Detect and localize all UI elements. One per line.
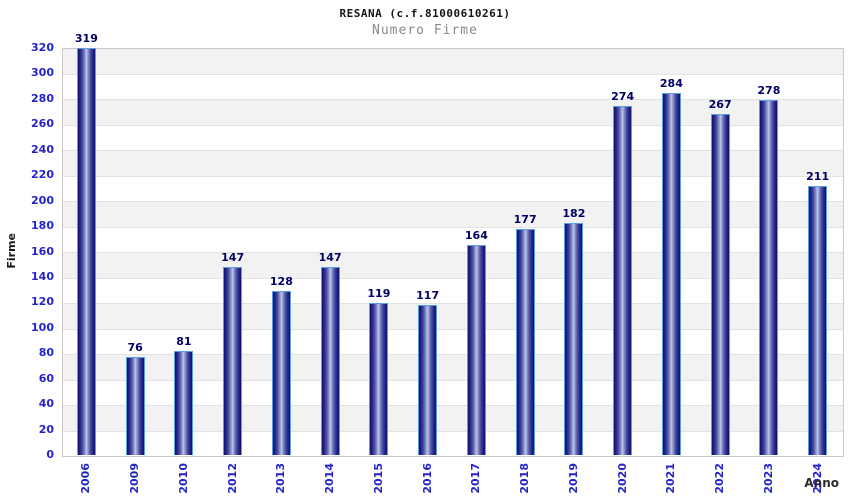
chart-title: RESANA (c.f.81000610261): [339, 7, 511, 20]
bar-2024: 211: [806, 170, 829, 455]
bar-2014: 147: [319, 251, 342, 455]
x-tick-label: 2023: [761, 463, 775, 494]
x-tick-label: 2021: [664, 463, 678, 494]
x-axis-title: Anno: [804, 476, 839, 490]
x-tick-label: 2018: [518, 463, 532, 494]
y-tick-label: 140: [31, 269, 54, 283]
x-tick-label: 2022: [713, 463, 727, 494]
y-tick-label: 200: [31, 193, 54, 207]
bar-value-label: 278: [757, 84, 781, 98]
bar-2021: 284: [660, 77, 683, 455]
bar-2020: 274: [611, 90, 634, 455]
bar-value-label: 128: [269, 275, 293, 289]
y-axis-tick-labels: 0 20 40 60 80 100 120 140 160 180 200 220 240 260 280 3…: [0, 41, 54, 461]
y-tick-label: 120: [31, 295, 54, 309]
bar-value-label: 164: [464, 229, 488, 243]
bar-2009: 76: [125, 341, 145, 455]
bar-value-label: 117: [416, 289, 440, 303]
bar-2023: 278: [757, 84, 780, 455]
bar-value-label: 119: [367, 286, 391, 300]
bar-value-label: 284: [659, 76, 683, 90]
x-axis-tick-labels: 2006 2009 2010 2012 2013 2014 2015 2016 2017 2018…: [62, 461, 842, 500]
y-tick-label: 220: [31, 168, 54, 182]
bar-2017: 164: [465, 229, 488, 455]
x-tick-label: 2010: [176, 463, 190, 494]
bar-value-label: 81: [176, 334, 192, 348]
y-tick-label: 20: [38, 422, 54, 436]
bar-2013: 128: [270, 275, 293, 455]
x-tick-label: 2019: [566, 463, 580, 494]
bar-2016: 117: [416, 289, 439, 455]
x-tick-label: 2015: [371, 463, 385, 494]
x-tick-label: 2012: [225, 463, 239, 494]
x-tick-label: 2013: [274, 463, 288, 494]
y-tick-label: 100: [31, 320, 54, 334]
bar-value-label: 147: [221, 251, 245, 265]
x-tick-label: 2006: [79, 463, 93, 494]
x-tick-label: 2020: [615, 463, 629, 494]
bar-value-label: 147: [318, 251, 342, 265]
y-tick-label: 0: [46, 448, 54, 461]
bar-2015: 119: [367, 287, 390, 455]
y-tick-label: 80: [38, 346, 54, 360]
x-tick-label: 2009: [128, 463, 142, 494]
bars-layer: 319 76 81 147 128 147 119 117 164 177 182 274 284 267…: [62, 32, 842, 455]
y-tick-label: 280: [31, 91, 54, 105]
y-tick-label: 180: [31, 219, 54, 233]
y-tick-label: 260: [31, 117, 54, 131]
bar-value-label: 182: [562, 206, 586, 220]
y-tick-label: 60: [38, 371, 54, 385]
y-tick-label: 240: [31, 142, 54, 156]
bar-2019: 182: [562, 207, 585, 455]
bar-value-label: 211: [806, 169, 830, 183]
y-axis-title: Firme: [5, 233, 18, 269]
bar-2022: 267: [709, 98, 732, 455]
grid-band: [63, 49, 843, 74]
x-tick-label: 2016: [420, 463, 434, 494]
x-tick-label: 2017: [469, 463, 483, 494]
x-tick-label: 2014: [323, 463, 337, 494]
bar-2018: 177: [514, 213, 537, 455]
bar-2006: 319: [75, 32, 98, 455]
y-tick-label: 40: [38, 397, 54, 411]
bar-value-label: 177: [513, 212, 537, 226]
bar-2012: 147: [221, 251, 244, 455]
bar-value-label: 274: [611, 89, 635, 103]
y-tick-label: 160: [31, 244, 54, 258]
chart-subtitle: Numero Firme: [372, 23, 478, 38]
bar-2010: 81: [174, 335, 194, 455]
bar-value-label: 76: [127, 341, 143, 355]
bar-value-label: 319: [74, 32, 98, 46]
grid-band: [63, 73, 843, 99]
bar-value-label: 267: [708, 98, 732, 112]
y-tick-label: 320: [31, 41, 54, 54]
y-tick-label: 300: [31, 66, 54, 80]
